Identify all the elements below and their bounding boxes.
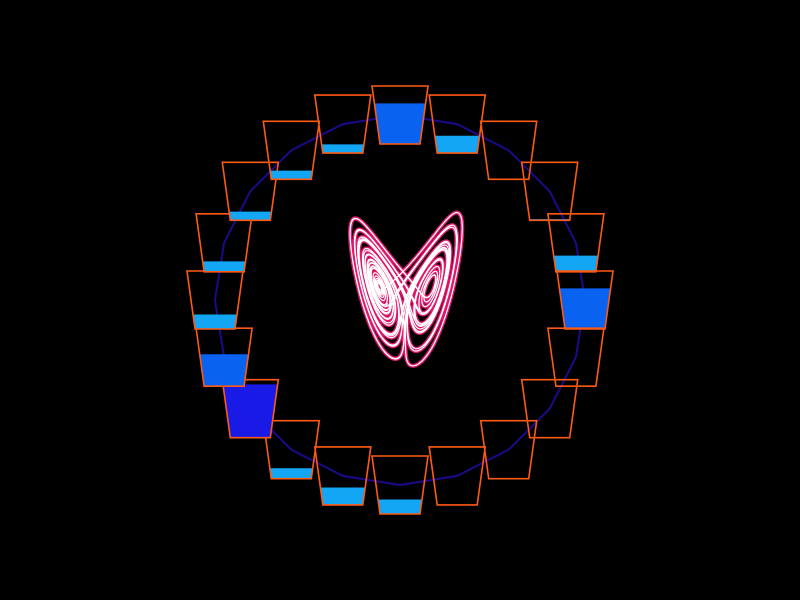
cup-water	[374, 103, 426, 144]
cup-water	[378, 499, 422, 514]
cups-layer	[186, 85, 614, 515]
cup-water	[553, 255, 599, 272]
cup-14	[221, 378, 280, 439]
attractor-glow	[348, 210, 465, 368]
cup-13	[262, 419, 321, 480]
cup-20	[313, 94, 372, 154]
cup-outline	[520, 161, 579, 222]
cup-outline	[221, 378, 280, 439]
cup-water	[270, 170, 313, 180]
cup-outline	[313, 446, 372, 506]
cup-3	[479, 120, 538, 181]
cup-outline	[556, 270, 614, 330]
cup-water	[199, 354, 249, 387]
lorenz-attractor-trace	[348, 210, 465, 368]
cup-outline	[371, 455, 429, 515]
attractor-core	[349, 211, 463, 367]
cup-12	[313, 446, 372, 506]
cup-19	[262, 120, 321, 181]
cup-outline	[371, 85, 429, 145]
cup-outline	[262, 120, 321, 181]
cup-18	[221, 161, 280, 222]
cup-outline	[428, 446, 487, 506]
cup-7	[546, 327, 605, 388]
cup-outline	[479, 120, 538, 181]
wheel-rim-layer	[213, 113, 587, 487]
cup-outline	[221, 161, 280, 222]
cup-water	[223, 384, 278, 438]
cup-outline	[479, 419, 538, 480]
cup-water	[202, 261, 246, 272]
cup-water	[434, 135, 480, 154]
cup-2	[428, 94, 487, 154]
cup-water	[321, 144, 364, 154]
cup-8	[520, 378, 579, 439]
cup-4	[520, 161, 579, 222]
wheel-rim	[213, 113, 587, 487]
cup-outline	[520, 378, 579, 439]
cup-10	[428, 446, 487, 506]
cup-outline	[546, 327, 605, 388]
cup-water	[193, 314, 237, 329]
cup-water	[320, 487, 366, 505]
cup-water	[229, 211, 272, 221]
cup-1	[371, 85, 429, 145]
cup-15	[195, 327, 254, 388]
cup-6	[556, 270, 614, 330]
cup-outline	[313, 94, 372, 154]
cup-outline	[428, 94, 487, 154]
cup-water	[559, 288, 611, 329]
cup-9	[479, 419, 538, 480]
cup-outline	[262, 419, 321, 480]
cup-11	[371, 455, 429, 515]
cup-water	[269, 468, 313, 479]
